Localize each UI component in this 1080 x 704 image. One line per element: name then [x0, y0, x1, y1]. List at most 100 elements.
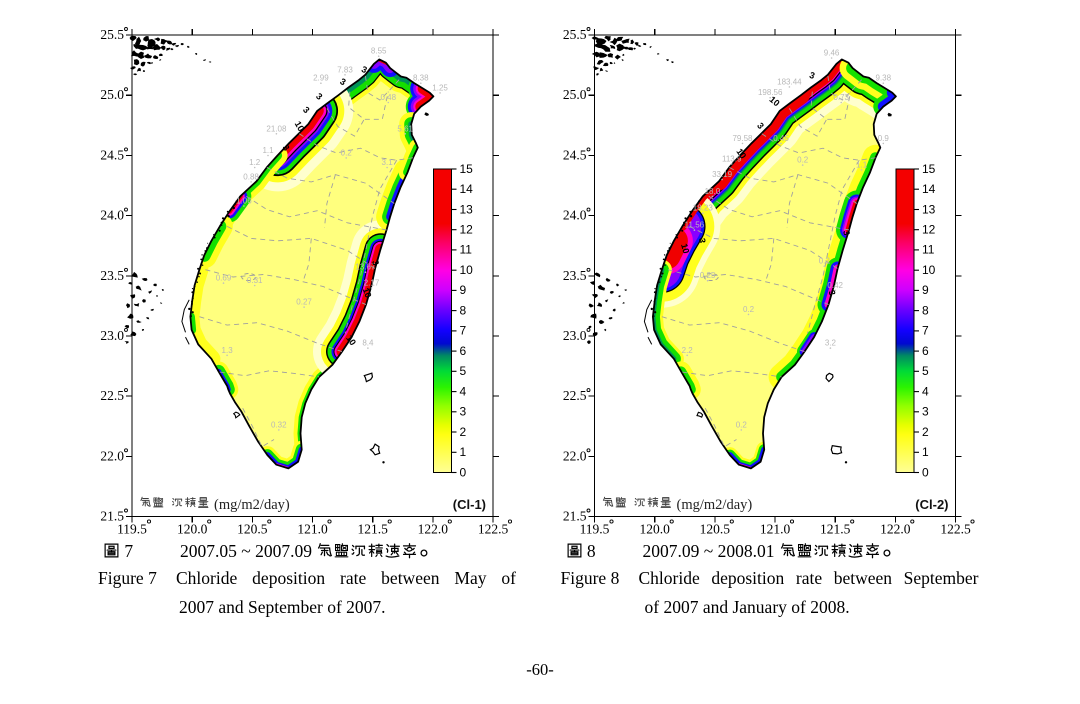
svg-text:15: 15 [460, 162, 474, 176]
svg-text:3: 3 [360, 64, 369, 75]
svg-text:9: 9 [922, 283, 929, 297]
svg-text:3: 3 [841, 229, 852, 236]
svg-text:10: 10 [460, 263, 474, 277]
svg-text:3.1: 3.1 [382, 158, 394, 167]
svg-text:2: 2 [460, 425, 467, 439]
svg-text:0.42: 0.42 [827, 281, 843, 290]
svg-text:9.46: 9.46 [824, 49, 840, 58]
svg-text:0.48: 0.48 [381, 93, 397, 102]
svg-text:0.88: 0.88 [243, 172, 259, 181]
svg-text:0.2: 0.2 [797, 156, 809, 165]
svg-text:3: 3 [697, 238, 707, 244]
svg-text:0.32: 0.32 [271, 420, 287, 429]
svg-text:8: 8 [460, 303, 467, 317]
svg-text:0.9: 0.9 [878, 134, 890, 143]
svg-text:33.19: 33.19 [712, 170, 733, 179]
svg-text:3: 3 [281, 143, 292, 153]
svg-text:22.5: 22.5 [563, 388, 587, 403]
svg-text:3: 3 [460, 405, 467, 419]
svg-text:122.5: 122.5 [940, 522, 971, 537]
svg-text:9.38: 9.38 [876, 74, 892, 83]
svg-text:23.5: 23.5 [100, 268, 124, 283]
svg-text:0.45: 0.45 [773, 134, 789, 143]
svg-text:(mg/m2/day): (mg/m2/day) [214, 497, 290, 513]
svg-text:2.2: 2.2 [682, 346, 694, 355]
svg-text:0.2: 0.2 [743, 305, 755, 314]
svg-text:119.5: 119.5 [580, 522, 610, 537]
svg-text:10: 10 [767, 94, 781, 108]
svg-text:121.0: 121.0 [297, 522, 328, 537]
svg-text:3: 3 [338, 76, 347, 87]
svg-text:11.56: 11.56 [685, 221, 705, 230]
svg-text:10: 10 [734, 147, 748, 161]
svg-text:6: 6 [922, 344, 929, 358]
svg-text:10: 10 [344, 333, 358, 347]
svg-text:13: 13 [922, 202, 936, 216]
svg-text:8.55: 8.55 [371, 47, 387, 56]
svg-text:183.44: 183.44 [777, 77, 802, 86]
svg-text:8.38: 8.38 [413, 74, 429, 83]
svg-text:119.5: 119.5 [117, 522, 147, 537]
svg-text:25.5: 25.5 [100, 27, 124, 42]
svg-text:24.5: 24.5 [100, 147, 124, 162]
svg-text:4: 4 [922, 384, 929, 398]
svg-text:18.0: 18.0 [705, 187, 721, 196]
svg-text:24.0: 24.0 [100, 208, 124, 223]
svg-text:4: 4 [460, 384, 467, 398]
svg-text:23.0: 23.0 [563, 328, 587, 343]
svg-text:25.0: 25.0 [100, 87, 124, 102]
svg-text:1.2: 1.2 [249, 158, 261, 167]
svg-text:14: 14 [922, 182, 936, 196]
svg-text:(Cl-2): (Cl-2) [915, 497, 948, 512]
svg-text:22.5: 22.5 [100, 388, 124, 403]
svg-text:0.2: 0.2 [736, 420, 748, 429]
svg-text:3: 3 [755, 121, 766, 131]
svg-text:25.5: 25.5 [563, 27, 587, 42]
svg-text:11: 11 [460, 243, 473, 257]
svg-text:2.99: 2.99 [313, 74, 329, 83]
svg-text:11: 11 [922, 243, 935, 257]
svg-text:121.5: 121.5 [358, 522, 389, 537]
svg-text:12: 12 [460, 223, 474, 237]
svg-text:23.5: 23.5 [563, 268, 587, 283]
svg-text:3: 3 [370, 259, 381, 267]
svg-text:22.0: 22.0 [100, 448, 124, 463]
svg-text:3.2: 3.2 [825, 339, 837, 348]
svg-text:121.5: 121.5 [820, 522, 851, 537]
svg-text:1: 1 [922, 445, 929, 459]
svg-text:198.56: 198.56 [758, 88, 783, 97]
svg-text:5: 5 [922, 364, 929, 378]
svg-text:10: 10 [922, 263, 936, 277]
svg-text:9: 9 [460, 283, 467, 297]
svg-text:0.2: 0.2 [819, 257, 831, 266]
svg-text:0.2: 0.2 [341, 148, 353, 157]
svg-text:24.0: 24.0 [563, 208, 587, 223]
svg-text:120.0: 120.0 [177, 522, 208, 537]
svg-text:3: 3 [922, 405, 929, 419]
svg-text:5.61: 5.61 [397, 124, 413, 133]
svg-text:1: 1 [460, 445, 467, 459]
svg-text:13: 13 [460, 202, 474, 216]
svg-text:120.5: 120.5 [237, 522, 268, 537]
svg-text:24.5: 24.5 [563, 147, 587, 162]
svg-text:0.73: 0.73 [833, 93, 849, 102]
svg-text:113.9: 113.9 [722, 154, 742, 163]
svg-text:10: 10 [361, 286, 374, 299]
svg-text:79.58: 79.58 [732, 134, 753, 143]
svg-text:0.69: 0.69 [216, 274, 232, 283]
svg-text:25.0: 25.0 [563, 87, 587, 102]
svg-text:7.83: 7.83 [337, 65, 353, 74]
svg-text:(Cl-1): (Cl-1) [453, 497, 486, 512]
svg-text:1.1: 1.1 [262, 146, 274, 155]
svg-text:1.25: 1.25 [432, 83, 448, 92]
svg-text:122.0: 122.0 [880, 522, 911, 537]
svg-text:1.06: 1.06 [236, 197, 252, 206]
svg-text:2: 2 [922, 425, 929, 439]
svg-text:10: 10 [293, 119, 307, 133]
svg-text:2.17: 2.17 [364, 278, 380, 287]
svg-text:18.23: 18.23 [693, 204, 714, 213]
svg-text:122.0: 122.0 [418, 522, 449, 537]
svg-text:14: 14 [460, 182, 474, 196]
svg-text:122.5: 122.5 [478, 522, 509, 537]
svg-text:3: 3 [826, 289, 837, 297]
